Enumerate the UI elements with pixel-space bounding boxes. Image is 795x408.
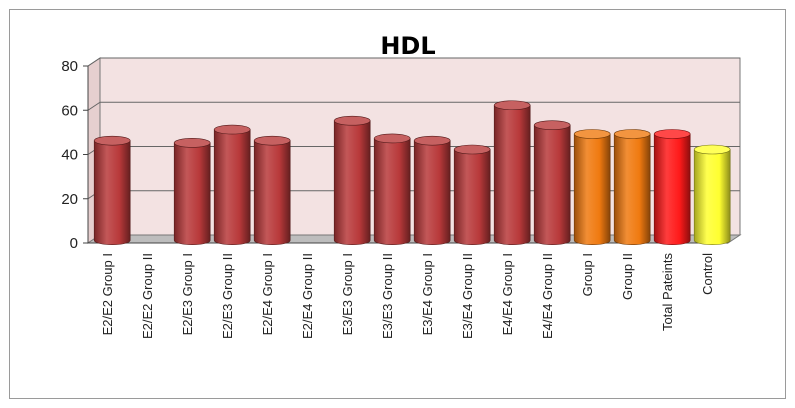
- x-category-label: Total Pateints: [660, 253, 675, 332]
- bar-top: [413, 135, 451, 146]
- x-axis-labels: E2/E2 Group I E2/E2 Group II E2/E3 Group I…: [100, 253, 715, 339]
- bar: [453, 144, 491, 245]
- y-tick-label: 40: [61, 147, 78, 164]
- bar: [533, 120, 571, 245]
- bar-top: [93, 135, 131, 146]
- bar: [173, 138, 211, 245]
- x-category-label: E2/E3 Group I: [180, 253, 195, 335]
- bar: [413, 135, 451, 245]
- bar: [213, 124, 251, 245]
- y-tick-label: 60: [61, 102, 78, 119]
- bar-top: [533, 120, 571, 130]
- bar: [693, 144, 731, 245]
- x-category-label: Group I: [580, 253, 595, 296]
- chart-title: HDL: [380, 32, 435, 60]
- bar-body: [413, 140, 451, 245]
- bar-body: [333, 120, 371, 245]
- bar: [373, 133, 411, 245]
- bar: [613, 129, 651, 245]
- x-category-label: E2/E2 Group II: [140, 253, 155, 339]
- x-category-label: E2/E2 Group I: [100, 253, 115, 335]
- bar-top: [653, 129, 691, 139]
- x-category-label: Group II: [620, 253, 635, 300]
- bar-top: [573, 129, 611, 139]
- bar-body: [253, 140, 291, 245]
- x-category-label: E4/E4 Group I: [500, 253, 515, 335]
- bar-body: [493, 104, 531, 245]
- bar-body: [373, 138, 411, 245]
- gridline-side: [87, 101, 101, 111]
- x-category-label: E3/E3 Group I: [340, 253, 355, 335]
- bar-top: [693, 144, 731, 155]
- y-tick-label: 0: [70, 235, 78, 252]
- x-category-label: E4/E4 Group II: [540, 253, 555, 339]
- bar-top: [613, 129, 651, 139]
- bar: [493, 100, 531, 245]
- bar: [93, 135, 131, 245]
- bars: [93, 100, 731, 245]
- bar: [653, 129, 691, 245]
- bar: [253, 135, 291, 245]
- bar-body: [613, 133, 651, 245]
- gridline-side: [87, 57, 101, 67]
- y-tick-label: 20: [61, 191, 78, 208]
- x-category-label: E2/E3 Group II: [220, 253, 235, 339]
- bar-body: [693, 149, 731, 245]
- bar-body: [653, 133, 691, 245]
- bar-body: [453, 149, 491, 245]
- x-category-label: E2/E4 Group I: [260, 253, 275, 335]
- bar-top: [253, 135, 291, 146]
- bar: [333, 115, 371, 245]
- x-category-label: E3/E3 Group II: [380, 253, 395, 339]
- bar-top: [333, 115, 371, 126]
- bar-body: [533, 124, 571, 245]
- bar-top: [373, 133, 411, 144]
- bar-top: [173, 138, 211, 148]
- bar-top: [493, 100, 531, 111]
- bar-top: [453, 144, 491, 155]
- x-category-label: E2/E4 Group II: [300, 253, 315, 339]
- bar-body: [573, 133, 611, 245]
- x-category-label: E3/E4 Group II: [460, 253, 475, 339]
- bar-body: [173, 142, 211, 245]
- y-tick-label: 80: [61, 58, 78, 75]
- x-category-label: E3/E4 Group I: [420, 253, 435, 335]
- bar-body: [93, 140, 131, 245]
- bar-top: [213, 124, 251, 135]
- x-category-label: Control: [700, 253, 715, 295]
- bar: [573, 129, 611, 245]
- bar-body: [213, 129, 251, 245]
